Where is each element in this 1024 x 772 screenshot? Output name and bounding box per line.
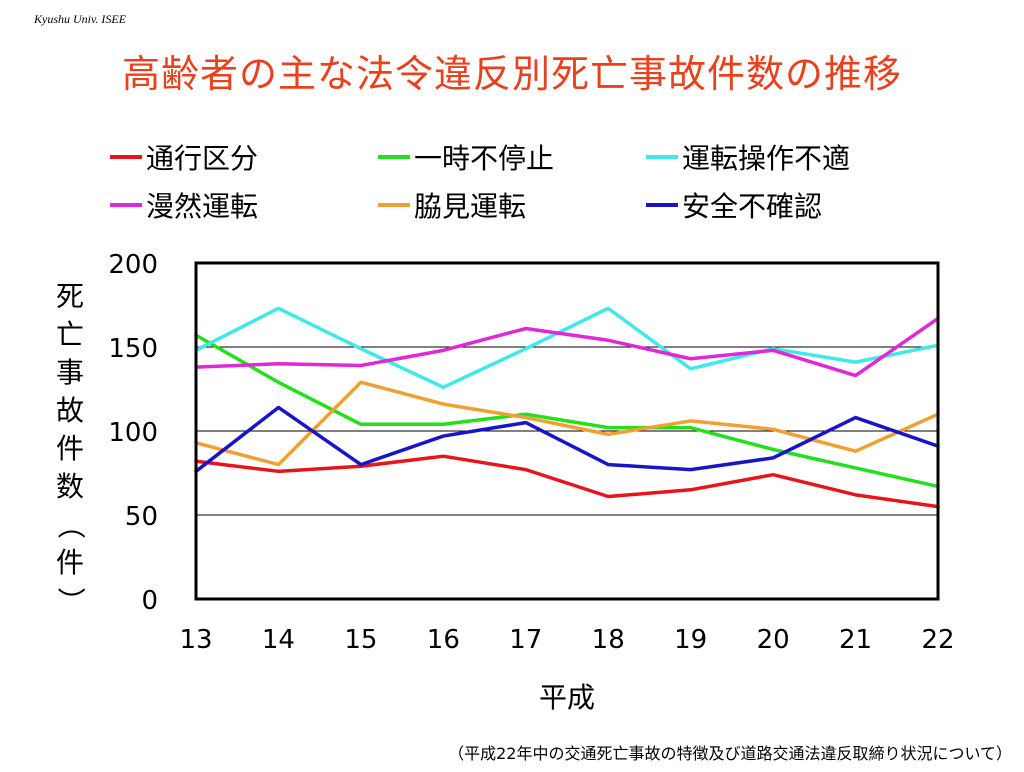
x-tick-label: 18 xyxy=(592,625,625,655)
legend-swatch xyxy=(110,203,142,207)
legend-swatch xyxy=(646,203,678,207)
slide-title: 高齢者の主な法令違反別死亡事故件数の推移 xyxy=(121,52,902,96)
series-line-1 xyxy=(194,333,940,489)
y-tick-label: 50 xyxy=(125,502,158,532)
series-line-4 xyxy=(194,380,940,467)
legend-label: 通行区分 xyxy=(146,142,259,175)
y-axis-label-char: 件 xyxy=(55,546,84,579)
x-tick-label: 15 xyxy=(344,625,377,655)
y-axis-label-char: 死 xyxy=(55,280,84,313)
x-axis-label: 平成 xyxy=(538,681,595,714)
y-tick-label: 100 xyxy=(108,418,158,448)
series-line-3 xyxy=(194,316,940,378)
y-tick-label: 200 xyxy=(108,250,158,280)
y-tick-label: 150 xyxy=(108,334,158,364)
y-axis-label: 死亡事故件数（件） xyxy=(54,278,87,620)
x-tick-label: 20 xyxy=(757,625,790,655)
x-tick-label: 22 xyxy=(921,625,954,655)
legend-item: 通行区分 xyxy=(110,138,258,176)
legend-swatch xyxy=(110,155,142,159)
chart-legend: 通行区分 一時不停止 運転操作不適漫然運転 脇見運転 安全不確認 xyxy=(110,138,930,238)
legend-item: 安全不確認 xyxy=(646,186,822,224)
legend-item: 脇見運転 xyxy=(378,186,526,224)
header-note: Kyushu Univ. ISEE xyxy=(34,12,127,26)
series-line-2 xyxy=(194,306,940,390)
x-tick-label: 21 xyxy=(839,625,872,655)
legend-label: 運転操作不適 xyxy=(682,142,851,175)
x-tick-label: 17 xyxy=(509,625,542,655)
legend-item: 一時不停止 xyxy=(378,138,554,176)
x-tick-label: 13 xyxy=(179,625,212,655)
source-footnote: （平成22年中の交通死亡事故の特徴及び道路交通法違反取締り状況について） xyxy=(448,744,1012,763)
legend-item: 漫然運転 xyxy=(110,186,258,224)
x-tick-label: 19 xyxy=(674,625,707,655)
y-tick-label: 0 xyxy=(141,586,158,616)
series-line-5 xyxy=(194,405,940,474)
y-axis-label-char: ） xyxy=(54,586,87,615)
y-axis-label-char: （ xyxy=(54,510,87,539)
legend-label: 漫然運転 xyxy=(146,190,259,223)
series-line-0 xyxy=(194,454,940,509)
legend-swatch xyxy=(378,203,410,207)
legend-swatch xyxy=(646,155,678,159)
legend-label: 一時不停止 xyxy=(414,142,555,175)
y-axis-label-char: 数 xyxy=(55,470,84,503)
y-axis-label-char: 件 xyxy=(55,432,84,465)
legend-label: 安全不確認 xyxy=(682,190,823,223)
x-tick-label: 16 xyxy=(427,625,460,655)
legend-swatch xyxy=(378,155,410,159)
y-axis-label-char: 事 xyxy=(55,356,84,389)
y-axis-label-char: 故 xyxy=(55,394,84,427)
plot-frame xyxy=(194,261,940,601)
legend-label: 脇見運転 xyxy=(414,190,527,223)
x-tick-label: 14 xyxy=(262,625,295,655)
legend-item: 運転操作不適 xyxy=(646,138,850,176)
y-axis-label-char: 亡 xyxy=(55,318,84,351)
